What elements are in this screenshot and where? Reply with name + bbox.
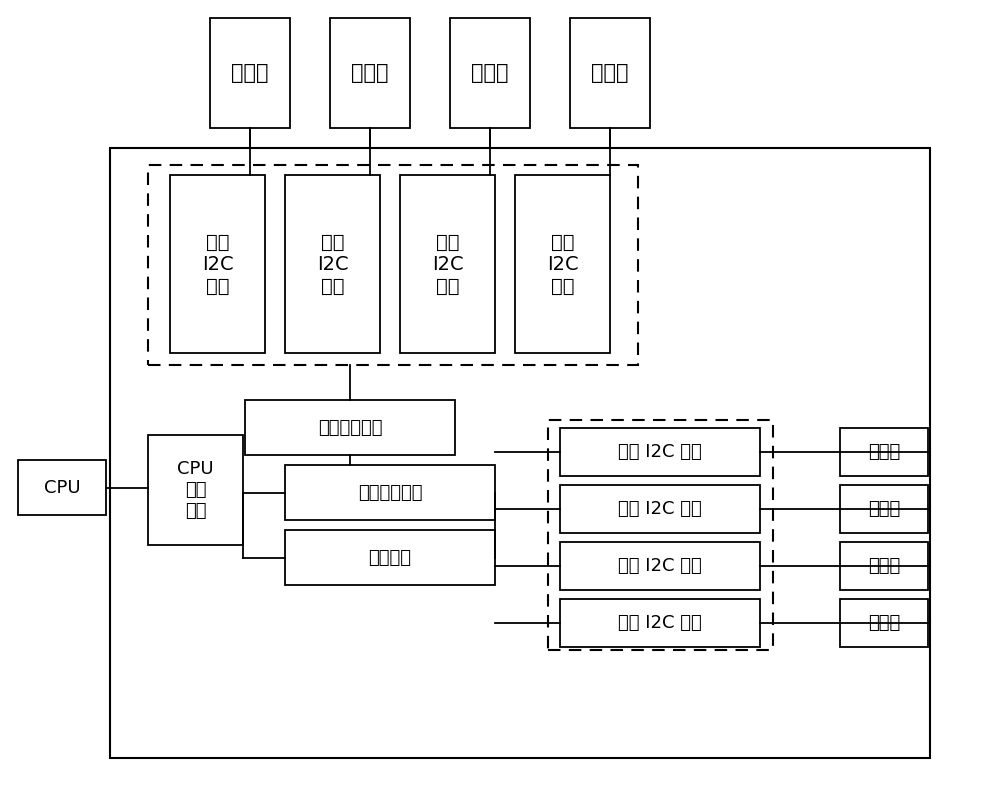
Text: 主控 I2C 模块: 主控 I2C 模块 (618, 614, 702, 632)
Bar (285, 530, 495, 585)
Text: CPU: CPU (44, 478, 80, 496)
Text: CPU
接口
模块: CPU 接口 模块 (177, 460, 214, 520)
Text: 第二存储模块: 第二存储模块 (318, 418, 382, 437)
Text: 主设备: 主设备 (471, 63, 509, 83)
Bar (330, 18, 410, 128)
Text: 从设备: 从设备 (868, 500, 900, 518)
Bar (840, 542, 928, 590)
Bar (840, 485, 928, 533)
Bar (285, 175, 380, 353)
Bar (570, 18, 650, 128)
Bar (210, 18, 290, 128)
Text: 主控 I2C 模块: 主控 I2C 模块 (618, 500, 702, 518)
Text: 从设备: 从设备 (868, 614, 900, 632)
Bar (18, 460, 106, 515)
Bar (170, 175, 265, 353)
Text: 从设备: 从设备 (868, 443, 900, 461)
Bar (840, 599, 928, 647)
Bar (560, 428, 760, 476)
Bar (450, 18, 530, 128)
Text: 从属
I2C
模块: 从属 I2C 模块 (202, 232, 233, 296)
Bar (285, 465, 495, 520)
Text: 主设备: 主设备 (231, 63, 269, 83)
Bar (560, 542, 760, 590)
Text: 从属
I2C
模块: 从属 I2C 模块 (547, 232, 578, 296)
Bar (148, 435, 243, 545)
Text: 从属
I2C
模块: 从属 I2C 模块 (432, 232, 463, 296)
Text: 主控 I2C 模块: 主控 I2C 模块 (618, 443, 702, 461)
Text: 从设备: 从设备 (868, 557, 900, 575)
Text: 主设备: 主设备 (591, 63, 629, 83)
Text: 控制模块: 控制模块 (368, 548, 412, 567)
Bar (400, 175, 495, 353)
Bar (840, 428, 928, 476)
Text: 从属
I2C
模块: 从属 I2C 模块 (317, 232, 348, 296)
Bar (548, 420, 773, 650)
Bar (560, 485, 760, 533)
Text: 主控 I2C 模块: 主控 I2C 模块 (618, 557, 702, 575)
Bar (515, 175, 610, 353)
Bar (560, 599, 760, 647)
Bar (245, 400, 455, 455)
Text: 第一存储模块: 第一存储模块 (358, 484, 422, 501)
Text: 主设备: 主设备 (351, 63, 389, 83)
Bar (148, 165, 638, 365)
Bar (110, 148, 930, 758)
